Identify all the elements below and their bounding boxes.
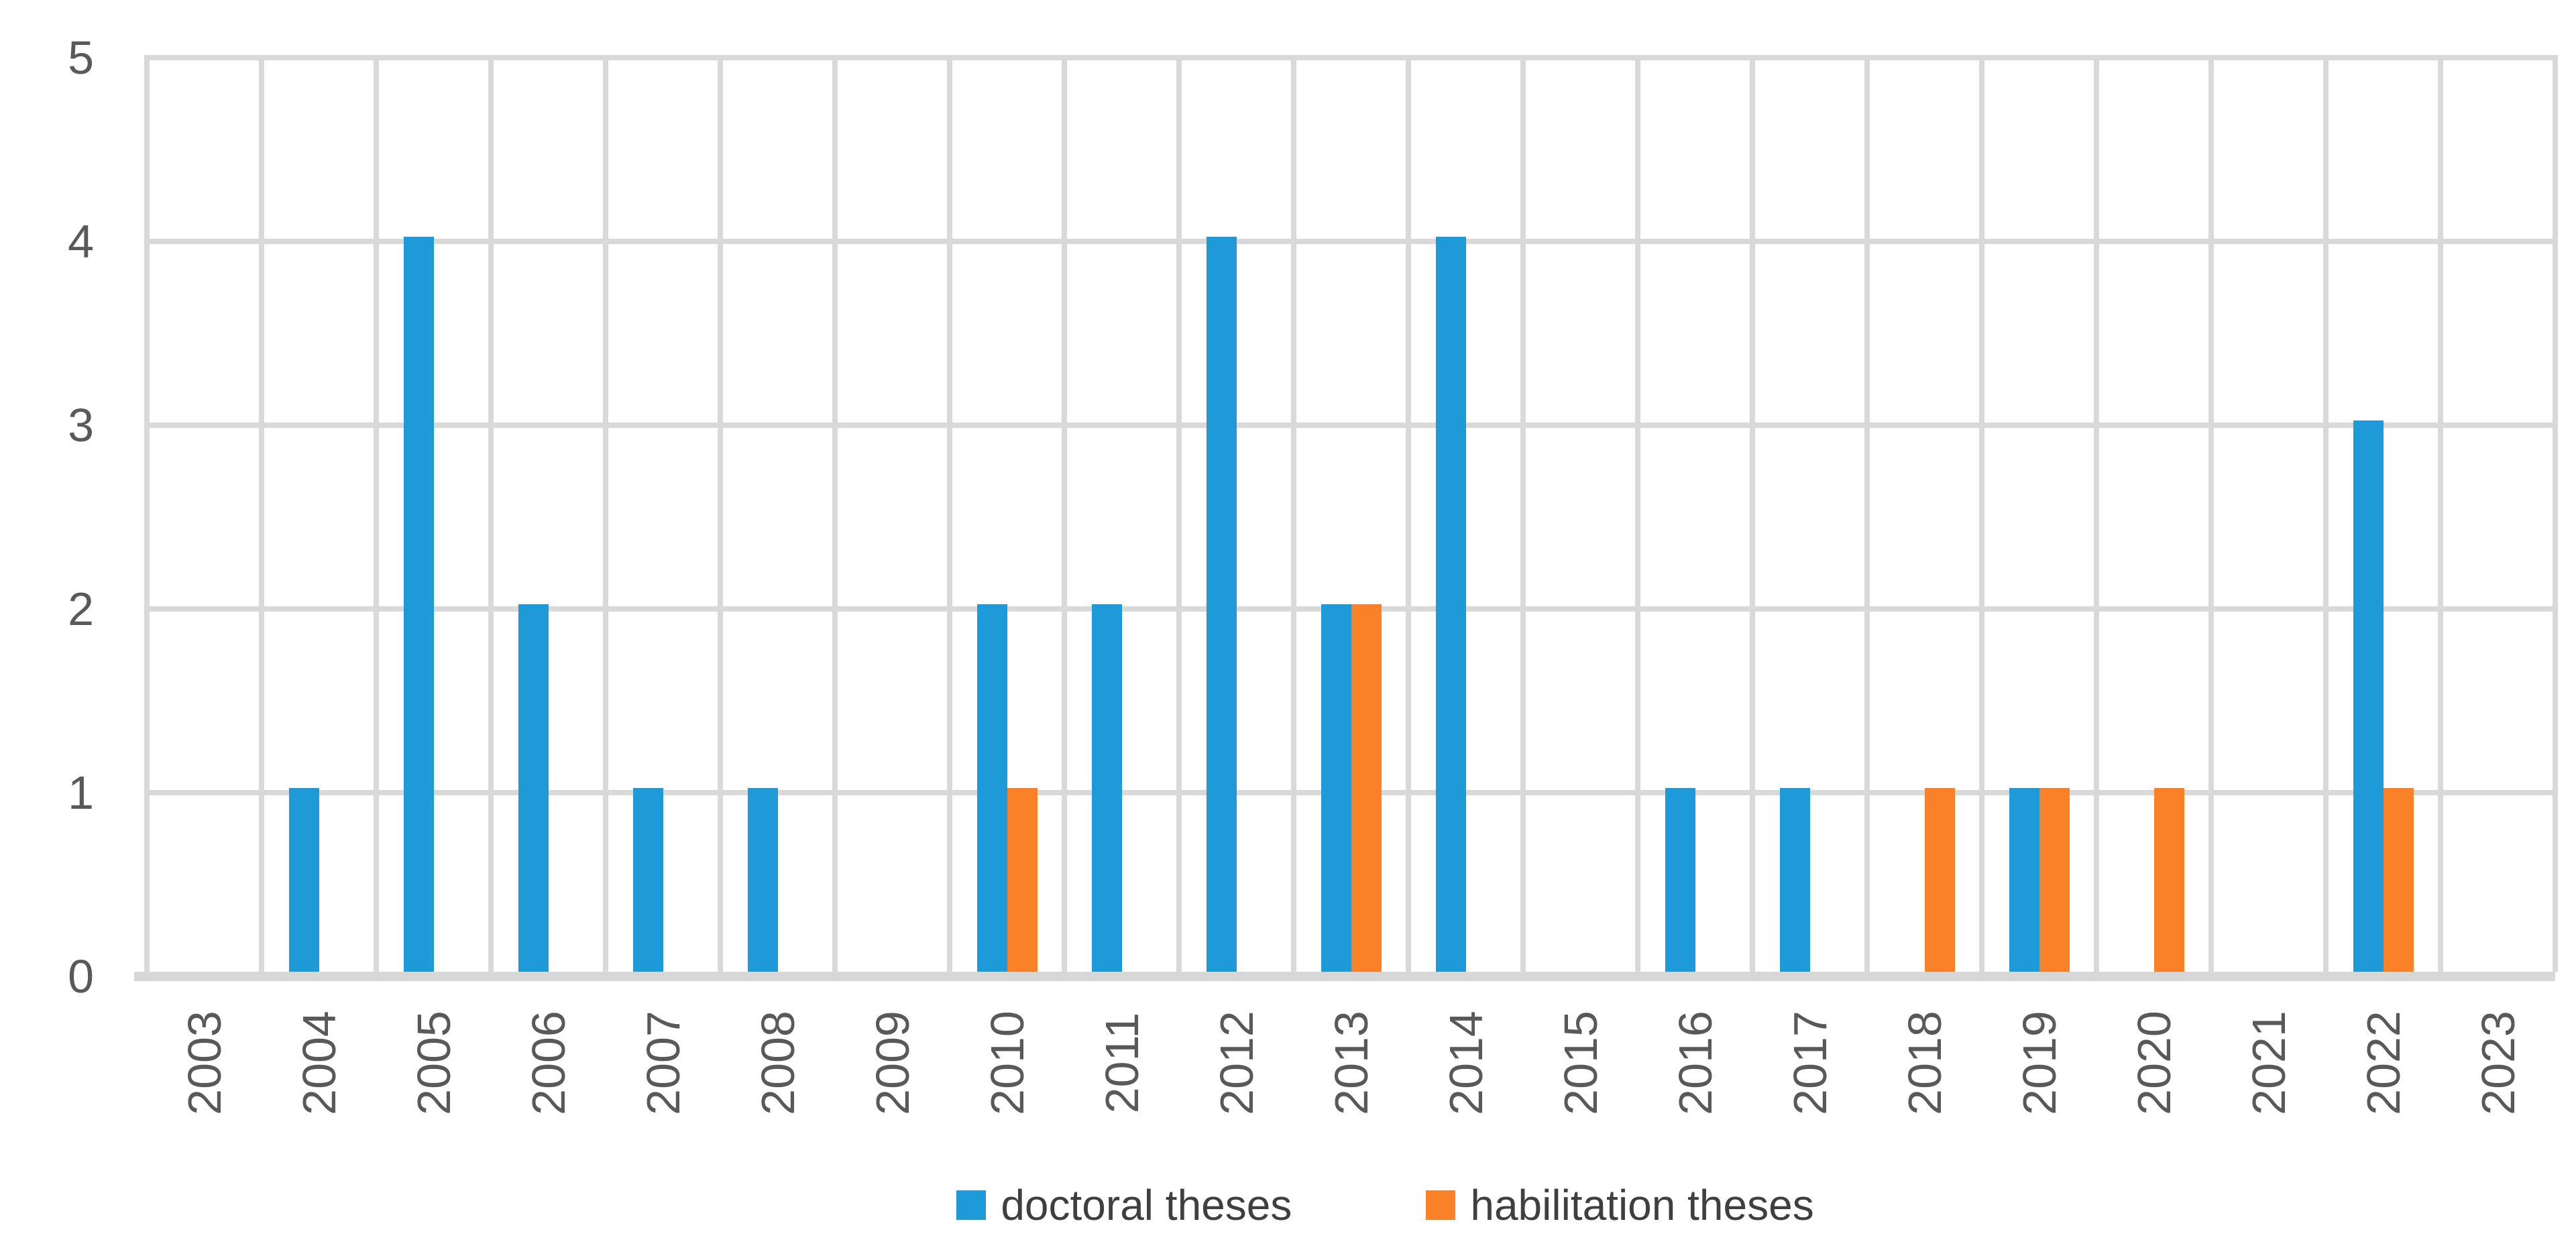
x-tick-label-2017: 2017 (1783, 1011, 1836, 1115)
x-tick-label-2016: 2016 (1669, 1011, 1722, 1115)
vertical-gridline (1979, 55, 1984, 972)
vertical-gridline (947, 55, 952, 972)
x-tick-label-2005: 2005 (407, 1011, 460, 1115)
y-tick-label-0: 0 (68, 950, 94, 1003)
vertical-gridline (144, 55, 150, 972)
x-tick-label-2004: 2004 (292, 1011, 345, 1115)
bar-habilitation-theses-2019 (2039, 788, 2070, 972)
bar-habilitation-theses-2013 (1351, 604, 1382, 972)
bar-doctoral-theses-2013 (1321, 604, 1351, 972)
x-tick-label-2011: 2011 (1095, 1012, 1148, 1114)
bar-doctoral-theses-2016 (1665, 788, 1695, 972)
legend-marker-doctoral-theses (956, 1190, 987, 1220)
bar-doctoral-theses-2019 (2009, 788, 2039, 972)
vertical-gridline (2208, 55, 2214, 972)
vertical-gridline (1406, 55, 1411, 972)
vertical-gridline (2094, 55, 2099, 972)
horizontal-gridline (144, 422, 2558, 428)
vertical-gridline (488, 55, 494, 972)
legend: doctoral theses habilitation theses (97, 1175, 2576, 1235)
x-tick-label-2015: 2015 (1554, 1011, 1607, 1115)
vertical-gridline (1635, 55, 1640, 972)
y-tick-label-3: 3 (68, 399, 94, 451)
x-tick-label-2019: 2019 (2013, 1011, 2066, 1115)
vertical-gridline (2438, 55, 2443, 972)
bar-habilitation-theses-2018 (1924, 788, 1955, 972)
y-tick-label-4: 4 (68, 215, 94, 268)
bar-doctoral-theses-2022 (2353, 420, 2384, 972)
vertical-gridline (2553, 55, 2558, 972)
horizontal-gridline (144, 239, 2558, 244)
legend-item-doctoral-theses: doctoral theses (956, 1182, 1292, 1229)
vertical-gridline (1062, 55, 1067, 972)
vertical-gridline (1520, 55, 1526, 972)
x-tick-label-2021: 2021 (2242, 1011, 2295, 1115)
legend-label-habilitation-theses: habilitation theses (1470, 1181, 1814, 1229)
x-tick-label-2018: 2018 (1898, 1011, 1951, 1115)
legend-marker-habilitation-theses (1426, 1190, 1456, 1220)
bar-doctoral-theses-2005 (403, 237, 434, 972)
x-axis-line (134, 972, 2555, 981)
vertical-gridline (718, 55, 723, 972)
vertical-gridline (1176, 55, 1182, 972)
x-tick-label-2006: 2006 (522, 1011, 575, 1115)
x-tick-label-2013: 2013 (1325, 1011, 1378, 1115)
x-tick-label-2022: 2022 (2357, 1011, 2410, 1115)
bar-doctoral-theses-2008 (747, 788, 778, 972)
x-tick-label-2008: 2008 (751, 1011, 804, 1115)
vertical-gridline (1291, 55, 1296, 972)
bar-habilitation-theses-2010 (1007, 788, 1038, 972)
bar-doctoral-theses-2004 (288, 788, 319, 972)
vertical-gridline (832, 55, 838, 972)
bar-doctoral-theses-2007 (632, 788, 663, 972)
bar-doctoral-theses-2017 (1779, 788, 1810, 972)
bar-habilitation-theses-2022 (2383, 788, 2414, 972)
y-tick-label-2: 2 (68, 583, 94, 635)
x-tick-label-2014: 2014 (1439, 1011, 1492, 1115)
x-tick-label-2010: 2010 (981, 1011, 1033, 1115)
x-tick-label-2009: 2009 (866, 1011, 919, 1115)
horizontal-gridline (144, 55, 2558, 60)
vertical-gridline (259, 55, 264, 972)
vertical-gridline (374, 55, 379, 972)
x-tick-label-2020: 2020 (2127, 1011, 2180, 1115)
vertical-gridline (1864, 55, 1870, 972)
y-tick-label-5: 5 (68, 32, 94, 84)
legend-label-doctoral-theses: doctoral theses (1001, 1181, 1292, 1229)
bar-doctoral-theses-2006 (518, 604, 549, 972)
bar-doctoral-theses-2012 (1206, 237, 1237, 972)
bar-doctoral-theses-2011 (1091, 604, 1122, 972)
x-tick-label-2007: 2007 (636, 1011, 689, 1115)
x-tick-label-2023: 2023 (2471, 1011, 2524, 1115)
y-tick-label-1: 1 (68, 767, 94, 819)
x-tick-label-2012: 2012 (1210, 1011, 1263, 1115)
vertical-gridline (2323, 55, 2329, 972)
legend-item-habilitation-theses: habilitation theses (1426, 1181, 1814, 1229)
vertical-gridline (1750, 55, 1755, 972)
bar-habilitation-theses-2020 (2153, 788, 2184, 972)
vertical-gridline (603, 55, 608, 972)
x-tick-label-2003: 2003 (178, 1011, 231, 1115)
bar-doctoral-theses-2014 (1435, 237, 1466, 972)
bar-doctoral-theses-2010 (976, 604, 1007, 972)
